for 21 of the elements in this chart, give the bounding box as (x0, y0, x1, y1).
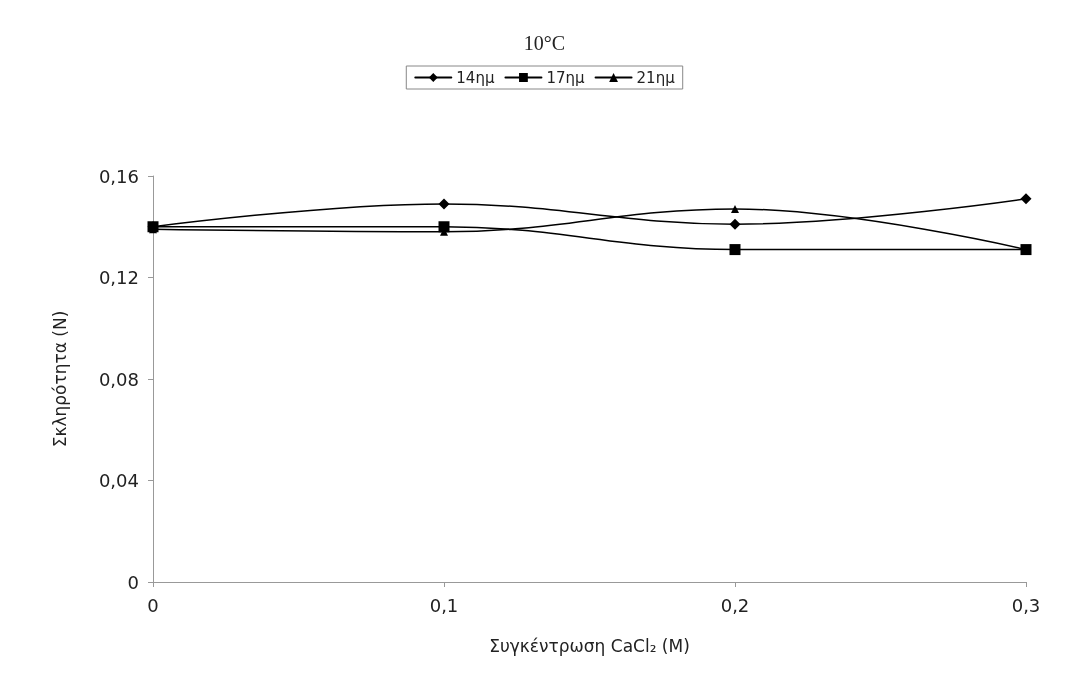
point (729, 244, 741, 256)
point (731, 204, 739, 213)
y-tick-label: 0,04 (98, 470, 139, 491)
point (729, 218, 741, 230)
chart-title: 10°C (523, 32, 566, 54)
x-tick-label: 0,3 (1011, 594, 1041, 616)
y-tick-label: 0,12 (98, 267, 139, 288)
x-tick-label: 0 (147, 594, 159, 616)
y-tick-label: 0 (127, 571, 139, 593)
legend-label: 17ημ (546, 68, 586, 87)
point (1020, 193, 1032, 205)
legend-label: 14ημ (456, 68, 495, 87)
point (438, 221, 450, 233)
legend-label: 21ημ (636, 68, 676, 87)
y-tick-label: 0,08 (98, 368, 139, 390)
y-tick-label: 0,16 (98, 165, 139, 187)
x-axis-title: Συγκέντρωση CaCl₂ (M) (489, 635, 690, 656)
y-axis-title: Σκληρότητα (N) (49, 310, 70, 448)
x-tick-label: 0,1 (429, 594, 459, 616)
x-tick-label: 0,2 (720, 594, 750, 616)
point (438, 198, 450, 210)
